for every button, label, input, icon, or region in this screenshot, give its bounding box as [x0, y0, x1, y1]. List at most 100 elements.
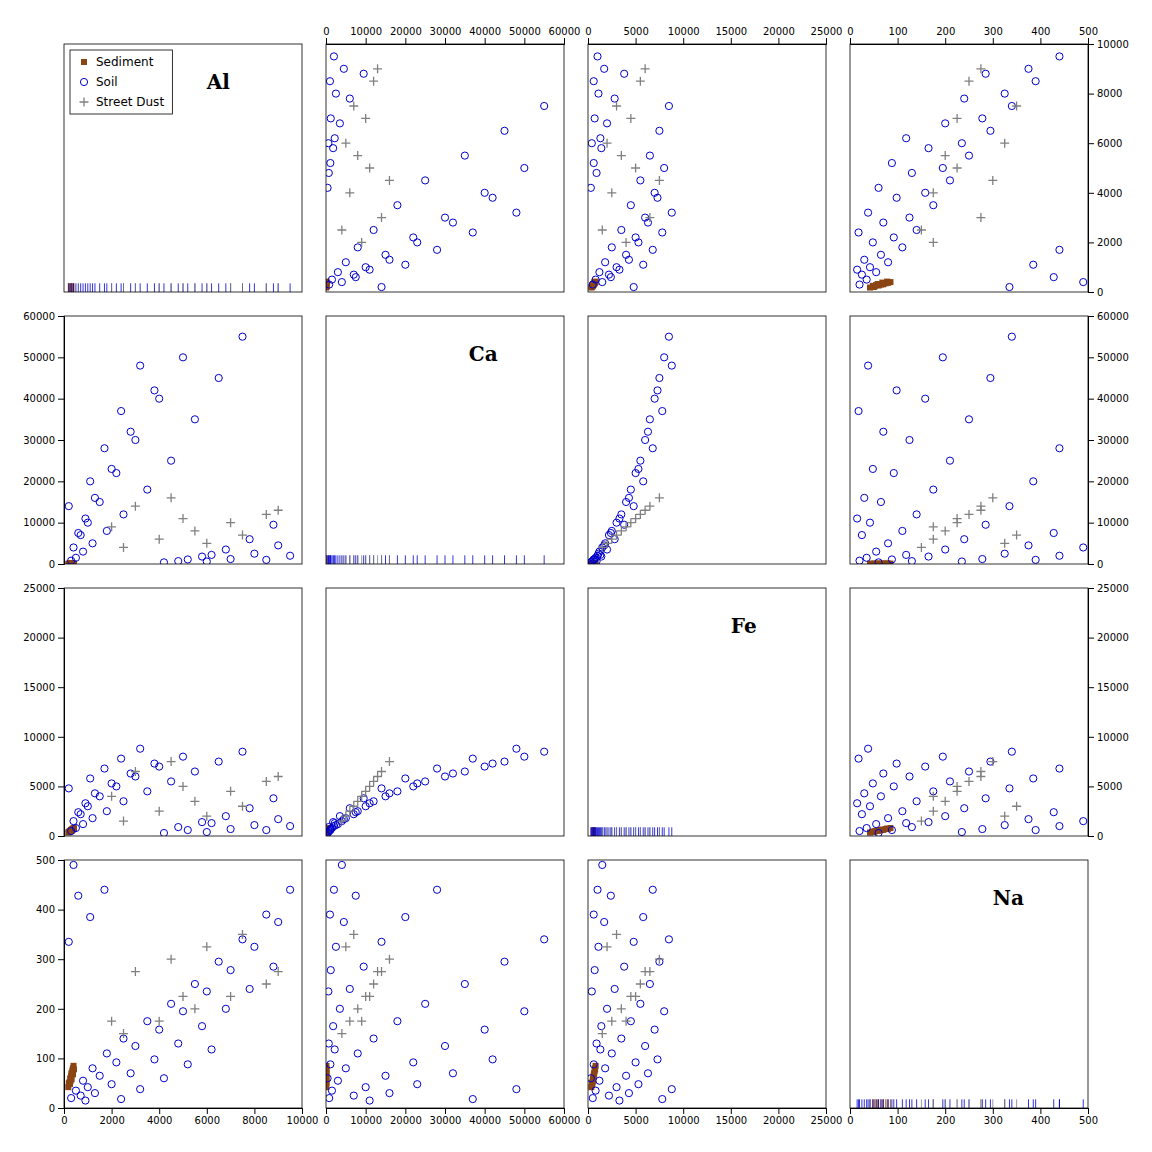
- point: [341, 139, 350, 148]
- rug-mark: [595, 827, 596, 836]
- point: [362, 1084, 369, 1091]
- rug-mark: [159, 283, 160, 292]
- point: [167, 493, 176, 502]
- point: [1000, 139, 1009, 148]
- point: [331, 1046, 338, 1053]
- point: [350, 1092, 357, 1099]
- point: [190, 526, 199, 535]
- rug-mark: [621, 827, 622, 836]
- point: [361, 114, 370, 123]
- point: [637, 457, 644, 464]
- point: [263, 911, 270, 918]
- tick-label: 20000: [390, 1115, 422, 1126]
- rug-mark: [990, 1099, 991, 1108]
- rug-mark: [357, 555, 358, 564]
- tick: 10000: [668, 1108, 700, 1126]
- plot-area: [591, 827, 672, 836]
- point: [441, 1042, 448, 1049]
- panel-frame: [850, 316, 1088, 564]
- rug-mark: [71, 283, 72, 292]
- tick-label: 6000: [1097, 138, 1122, 149]
- rug-mark: [933, 1099, 934, 1108]
- rug-mark: [880, 1099, 881, 1108]
- point: [238, 531, 247, 540]
- rug-mark: [194, 283, 195, 292]
- point: [869, 239, 876, 246]
- point: [630, 283, 637, 290]
- tick-label: 0: [323, 1115, 329, 1126]
- rug-mark: [964, 1099, 965, 1108]
- point: [394, 202, 401, 209]
- rug-mark: [896, 1099, 897, 1108]
- point: [385, 176, 394, 185]
- point: [855, 755, 862, 762]
- tick-label: 0: [49, 831, 55, 842]
- point: [239, 748, 246, 755]
- rug-mark: [657, 827, 658, 836]
- point: [327, 115, 334, 122]
- point: [101, 445, 108, 452]
- point: [481, 189, 488, 196]
- rug-mark: [969, 1099, 970, 1108]
- rug-mark: [73, 283, 74, 292]
- axis-domain: [851, 1109, 1089, 1115]
- point: [469, 229, 476, 236]
- point: [635, 465, 642, 472]
- rug-mark: [194, 283, 195, 292]
- rug-mark: [605, 827, 606, 836]
- point: [330, 145, 337, 152]
- axis-domain: [1089, 45, 1095, 293]
- point: [869, 780, 876, 787]
- panel: 0100002000030000400005000060000: [323, 26, 580, 292]
- point: [590, 556, 597, 563]
- axis-domain: [589, 38, 827, 45]
- plot-area: [65, 861, 294, 1104]
- point: [513, 745, 520, 752]
- point: [326, 911, 333, 918]
- panel-background: [64, 316, 302, 564]
- tick: 2000: [1088, 237, 1122, 248]
- point: [263, 826, 270, 833]
- point: [602, 1065, 609, 1072]
- point: [227, 555, 234, 562]
- point: [160, 1075, 167, 1082]
- point: [385, 955, 394, 964]
- rug-mark: [80, 283, 81, 292]
- tick-mark: [1088, 836, 1094, 837]
- point: [386, 1090, 393, 1097]
- rug-mark: [140, 283, 141, 292]
- point: [917, 817, 926, 826]
- point: [132, 1042, 139, 1049]
- point: [1080, 818, 1087, 825]
- rug-mark: [671, 827, 672, 836]
- tick-label: 15000: [23, 682, 55, 693]
- point: [449, 770, 456, 777]
- point: [965, 768, 972, 775]
- point: [198, 1023, 205, 1030]
- tick-label: 25000: [811, 26, 843, 37]
- point: [222, 813, 229, 820]
- point: [119, 543, 128, 552]
- legend-label: Street Dust: [96, 95, 164, 109]
- point: [880, 770, 887, 777]
- point: [208, 551, 215, 558]
- tick: 500: [36, 855, 64, 866]
- tick-label: 4000: [147, 1115, 172, 1126]
- point: [877, 793, 884, 800]
- rug-mark: [859, 1099, 860, 1108]
- rug-mark: [242, 283, 243, 292]
- point: [1032, 78, 1039, 85]
- point: [96, 1072, 103, 1079]
- rug-mark: [111, 283, 112, 292]
- point: [246, 536, 253, 543]
- tick-mark: [58, 737, 64, 738]
- point: [866, 803, 873, 810]
- point: [621, 963, 628, 970]
- point: [168, 778, 175, 785]
- rug-mark: [544, 555, 545, 564]
- tick-mark: [898, 1108, 899, 1114]
- panel: 0500010000150002000025000: [23, 583, 302, 842]
- rug-mark: [876, 1099, 877, 1108]
- point: [70, 861, 77, 868]
- rug-mark: [377, 555, 378, 564]
